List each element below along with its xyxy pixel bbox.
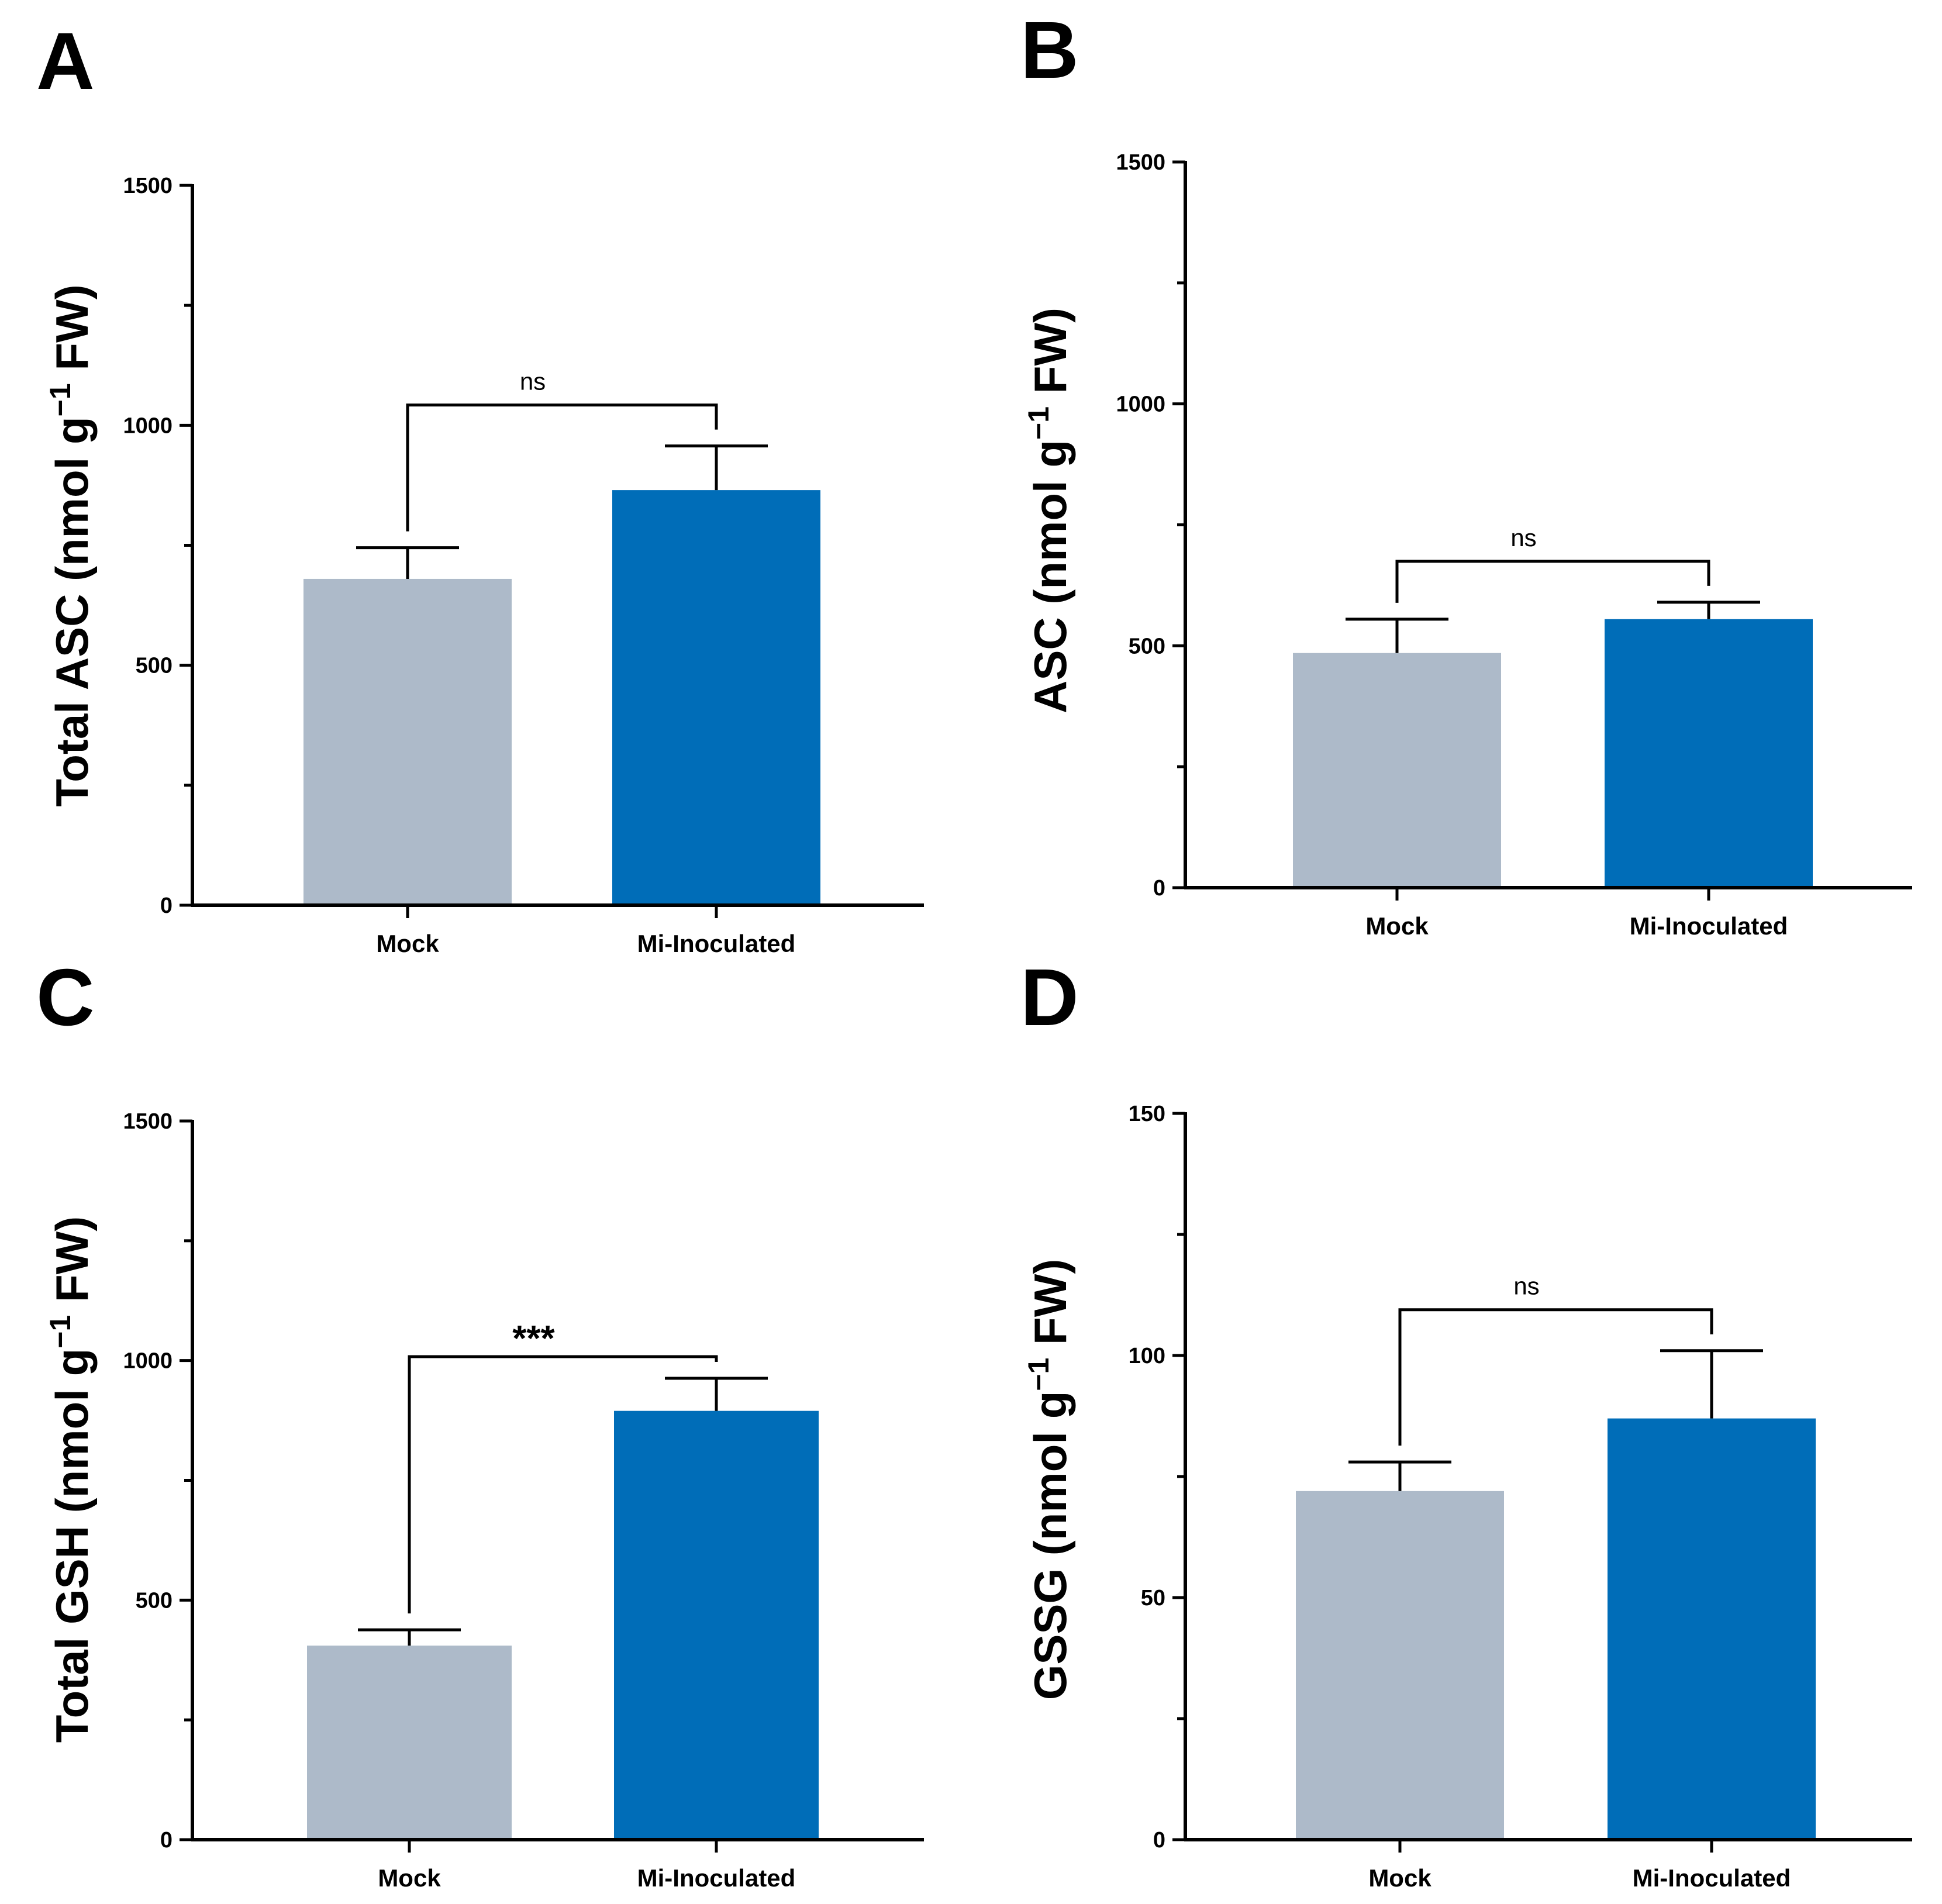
panel-letter: A <box>36 16 95 106</box>
error-bar <box>356 546 459 579</box>
panel-letter: B <box>1020 5 1079 95</box>
x-category-label: Mock <box>378 1864 441 1892</box>
y-tick-label: 1500 <box>123 1109 173 1134</box>
y-tick-label: 150 <box>1129 1102 1165 1126</box>
significance-label: ns <box>1513 1272 1539 1300</box>
y-tick-label: 50 <box>1141 1586 1165 1610</box>
panel-letter: C <box>36 953 95 1043</box>
y-tick-label: 0 <box>160 1828 173 1853</box>
error-bar <box>665 444 768 491</box>
bar-mi-inoculated <box>612 490 820 905</box>
y-tick-label: 500 <box>136 1588 173 1613</box>
bar-mi-inoculated <box>1608 1418 1816 1840</box>
panel-d: D 0 50 100 150 Mock Mi-Inoculated ns GSSG (nmol … <box>1020 953 1912 1892</box>
y-tick-label: 1000 <box>123 413 173 438</box>
y-tick-label: 1000 <box>123 1349 173 1374</box>
significance-label: *** <box>512 1319 555 1359</box>
x-category-label: Mi-Inoculated <box>1633 1864 1791 1892</box>
panel-b: B 0 500 1000 1500 Mock Mi-Inoculated ns ASC (nmo… <box>1020 5 1912 940</box>
x-category-label: Mock <box>1365 912 1429 940</box>
bar-mi-inoculated <box>614 1410 819 1840</box>
bar-mi-inoculated <box>1605 619 1813 888</box>
y-axis-label: Total ASC (nmol g−1 FW) <box>44 284 98 806</box>
y-tick-label: 0 <box>160 894 173 918</box>
bar-mock <box>307 1646 512 1840</box>
x-category-label: Mi-Inoculated <box>1630 912 1788 940</box>
significance-bracket <box>1398 1308 1713 1446</box>
y-tick-label: 1500 <box>123 174 173 198</box>
error-bar <box>1660 1349 1763 1419</box>
y-tick-label: 500 <box>1129 634 1165 658</box>
y-tick-label: 500 <box>136 654 173 678</box>
error-bar <box>1348 1460 1451 1491</box>
significance-bracket <box>1395 560 1710 603</box>
x-category-label: Mi-Inoculated <box>637 1864 796 1892</box>
y-tick-label: 0 <box>1153 1828 1165 1853</box>
y-axis-label: ASC (nmol g−1 FW) <box>1022 308 1076 713</box>
y-tick-label: 0 <box>1153 876 1165 901</box>
panel-a: A 0 500 1000 1500 Mock Mi-Inoculated ns Total AS… <box>36 16 924 957</box>
x-category-label: Mi-Inoculated <box>637 930 796 957</box>
error-bar <box>1346 618 1448 653</box>
panel-c: C 0 500 1000 1500 Mock Mi-Inoculated *** Total G… <box>36 953 924 1892</box>
significance-label: ns <box>520 368 546 395</box>
y-axis-label: Total GSH (nmol g−1 FW) <box>44 1216 98 1743</box>
x-category-label: Mock <box>1368 1864 1432 1892</box>
bar-mock <box>303 578 512 905</box>
error-bar <box>1657 601 1760 619</box>
y-tick-label: 1500 <box>1116 150 1165 175</box>
y-tick-label: 1000 <box>1116 392 1165 417</box>
significance-label: ns <box>1510 524 1536 551</box>
panel-letter: D <box>1020 953 1079 1043</box>
x-category-label: Mock <box>376 930 439 957</box>
y-tick-label: 100 <box>1129 1344 1165 1368</box>
error-bar <box>358 1628 461 1646</box>
y-axis-label: GSSG (nmol g−1 FW) <box>1022 1259 1076 1701</box>
bar-mock <box>1296 1491 1504 1840</box>
significance-bracket <box>406 403 718 532</box>
error-bar <box>665 1377 768 1411</box>
significance-bracket <box>408 1355 718 1614</box>
bar-mock <box>1293 653 1501 888</box>
